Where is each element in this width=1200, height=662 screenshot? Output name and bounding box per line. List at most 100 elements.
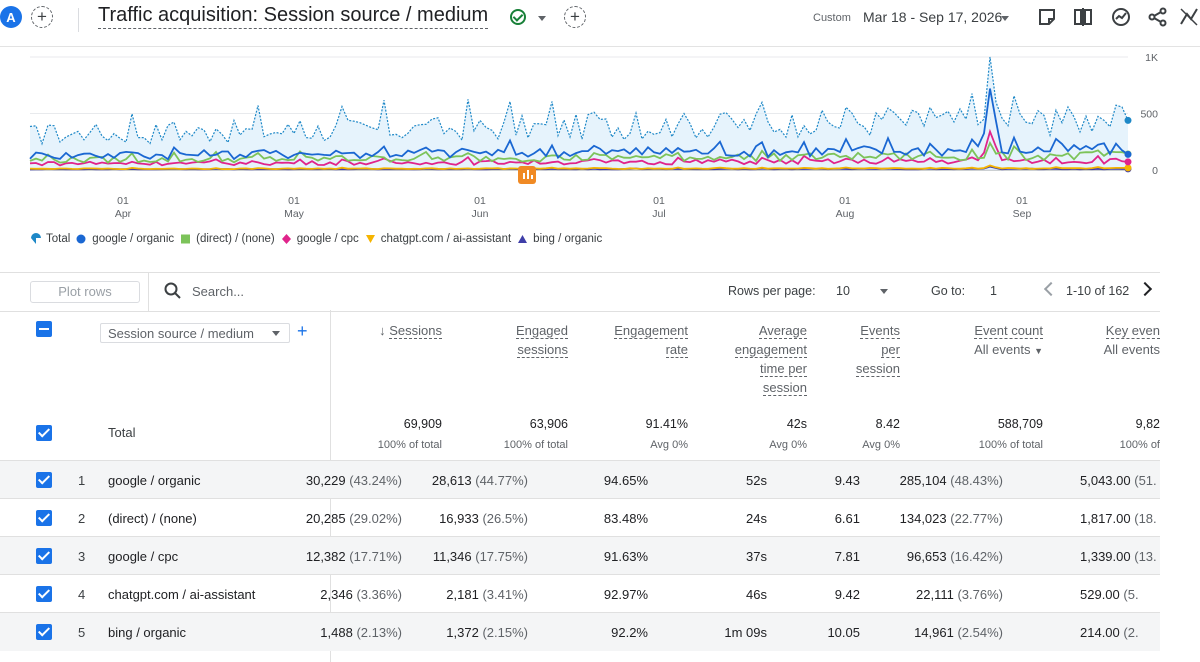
dimension-select[interactable]: Session source / medium	[100, 323, 290, 343]
metric-cell: 92.97%	[604, 587, 648, 602]
insights-icon[interactable]	[1110, 6, 1132, 28]
x-tick-day: 01	[288, 195, 300, 207]
column-header-2[interactable]: Engagement rate	[578, 321, 688, 359]
row-checkbox[interactable]	[36, 624, 52, 640]
metric-cell: 1,817.00 (18.	[1080, 511, 1160, 526]
total-cell: 91.41% Avg 0%	[578, 417, 688, 451]
series-line-chatgpt	[29, 164, 1128, 171]
row-dimension[interactable]: google / organic	[108, 473, 201, 488]
row-dimension[interactable]: chatgpt.com / ai-assistant	[108, 587, 256, 602]
date-range-picker[interactable]: Mar 18 - Sep 17, 2026	[863, 9, 1003, 25]
add-filter-button[interactable]: +	[564, 6, 586, 28]
legend-swatch-icon	[518, 235, 528, 243]
legend-label: google / cpc	[296, 233, 359, 245]
table-header: Session source / medium +	[0, 310, 1160, 460]
series-line-google-organic	[29, 88, 1129, 161]
sort-arrow-icon[interactable]: ↓	[379, 323, 386, 338]
row-dimension[interactable]: bing / organic	[108, 625, 187, 640]
x-tick-day: 01	[474, 195, 486, 207]
dimension-dropdown-icon[interactable]	[272, 331, 280, 336]
metric-cell: 52s	[746, 473, 767, 488]
table-row[interactable]: 4 chatgpt.com / ai-assistant 2,346 (3.36%)…	[0, 574, 1160, 613]
title-dropdown-icon[interactable]	[538, 16, 546, 21]
share-icon[interactable]	[1147, 6, 1169, 28]
search-input[interactable]: Search...	[192, 284, 245, 299]
row-dimension[interactable]: google / cpc	[108, 549, 179, 564]
metric-cell: 94.65%	[604, 473, 648, 488]
date-dropdown-icon[interactable]	[1001, 16, 1009, 21]
page-title[interactable]: Traffic acquisition: Session source / me…	[98, 4, 489, 29]
legend-item-google-cpc[interactable]: google / cpc	[281, 233, 359, 245]
total-label: Total	[108, 425, 136, 440]
rows-per-page-dropdown-icon[interactable]	[880, 289, 888, 294]
table-row[interactable]: 5 bing / organic 1,488 (2.13%) 1,372 (2.15%…	[0, 612, 1160, 651]
metric-value: 1,339.00	[1080, 549, 1131, 564]
property-avatar[interactable]: A	[0, 6, 22, 28]
table-row[interactable]: 1 google / organic 30,229 (43.24%) 28,613 (…	[0, 460, 1160, 499]
legend-item-google-organic[interactable]: google / organic	[76, 233, 174, 245]
column-header-1[interactable]: Engaged sessions	[458, 321, 568, 359]
next-page-icon[interactable]	[1137, 281, 1153, 297]
plot-rows-button[interactable]: Plot rows	[30, 281, 140, 303]
column-header-4[interactable]: Events per session	[820, 321, 900, 378]
column-header-sub[interactable]: All events	[1103, 342, 1160, 357]
column-header-0[interactable]: ↓ Sessions	[322, 321, 442, 340]
row-checkbox[interactable]	[36, 472, 52, 488]
legend-item-direct[interactable]: (direct) / (none)	[180, 233, 275, 245]
top-bar: A + Traffic acquisition: Session source …	[0, 0, 1200, 47]
metric-value: 92.2%	[611, 625, 648, 640]
table-toolbar: Plot rows Search... Rows per page: 10 Go…	[0, 272, 1160, 312]
metric-value: 52s	[746, 473, 767, 488]
row-checkbox[interactable]	[36, 586, 52, 602]
add-comparison-button[interactable]: +	[31, 6, 53, 28]
x-tick-month: Aug	[836, 208, 855, 220]
metric-cell: 1,372 (2.15%)	[446, 625, 528, 640]
metric-value: 9.43	[834, 473, 860, 488]
row-checkbox[interactable]	[36, 548, 52, 564]
explore-icon[interactable]	[1178, 6, 1200, 28]
metric-percent: (48.43%)	[950, 473, 1003, 488]
table-row[interactable]: 3 google / cpc 12,382 (17.71%) 11,346 (17.7…	[0, 536, 1160, 575]
column-header-5[interactable]: Event count All events ▼	[923, 321, 1043, 361]
legend-item-bing[interactable]: bing / organic	[517, 233, 602, 245]
total-checkbox[interactable]	[36, 425, 52, 441]
column-header-line: engagement	[734, 342, 807, 358]
legend-swatch-icon	[365, 235, 375, 243]
legend-label: chatgpt.com / ai-assistant	[380, 233, 512, 245]
legend-item-chatgpt[interactable]: chatgpt.com / ai-assistant	[365, 233, 511, 245]
legend-item-total[interactable]: Total	[30, 233, 70, 245]
metric-value: 92.97%	[603, 587, 648, 602]
row-dimension[interactable]: (direct) / (none)	[108, 511, 197, 526]
total-value: 8.42	[875, 417, 900, 431]
metric-cell: 10.05	[827, 625, 860, 640]
divider	[148, 273, 149, 311]
metric-cell: 14,961 (2.54%)	[914, 625, 1003, 640]
legend-label: bing / organic	[533, 233, 603, 245]
column-header-sub[interactable]: All events ▼	[974, 342, 1043, 357]
add-dimension-button[interactable]: +	[297, 321, 308, 341]
goto-input[interactable]: 1	[990, 284, 997, 298]
column-header-6[interactable]: Key even All events	[1060, 321, 1160, 359]
prev-page-icon[interactable]	[1043, 281, 1059, 297]
legend-swatch-icon	[76, 234, 86, 244]
select-all-checkbox[interactable]	[36, 321, 52, 337]
check-circle-icon[interactable]	[510, 9, 526, 25]
metric-percent: (3.41%)	[482, 587, 528, 602]
row-checkbox[interactable]	[36, 510, 52, 526]
search-icon[interactable]	[164, 282, 182, 300]
table-row[interactable]: 2 (direct) / (none) 20,285 (29.02%) 16,933 …	[0, 498, 1160, 537]
column-header-line: rate	[665, 342, 688, 358]
row-number: 5	[78, 625, 86, 640]
metric-percent: (17.71%)	[349, 549, 402, 564]
date-preset-label: Custom	[813, 12, 851, 24]
column-header-3[interactable]: Average engagement time per session	[697, 321, 807, 397]
customize-report-icon[interactable]	[1036, 6, 1058, 28]
metric-percent: (5.	[1123, 587, 1139, 602]
compare-icon[interactable]	[1072, 6, 1094, 28]
metric-value: 94.65%	[603, 473, 648, 488]
rows-per-page-select[interactable]: 10	[836, 284, 850, 298]
metric-cell: 22,111 (3.76%)	[916, 587, 1003, 602]
